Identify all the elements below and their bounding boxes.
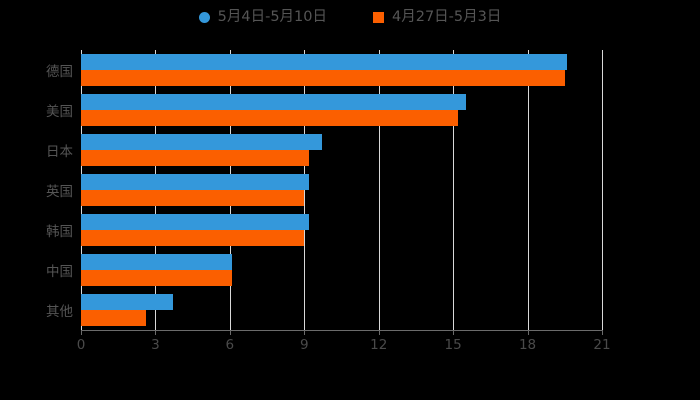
bar-series-b-3[interactable]	[81, 190, 305, 206]
bar-series-a-6[interactable]	[81, 294, 173, 310]
legend-label-series-a: 5月4日-5月10日	[217, 8, 327, 25]
x-tick-label-6: 6	[225, 337, 235, 353]
legend-marker-circle-icon	[198, 11, 210, 23]
y-axis-category-labels: 德国美国日本英国韩国中国其他	[9, 50, 73, 330]
bar-series-b-4[interactable]	[81, 230, 305, 246]
gridline-x-15	[453, 50, 455, 330]
bar-series-a-2[interactable]	[81, 134, 322, 150]
legend-label-series-b: 4月27日-5月3日	[392, 8, 502, 25]
legend-item-series-b[interactable]: 4月27日-5月3日	[373, 10, 501, 25]
x-tick-label-12: 12	[370, 337, 388, 353]
bar-series-b-5[interactable]	[81, 270, 233, 286]
y-axis-label-4: 韩国	[46, 224, 73, 240]
y-axis-label-5: 中国	[46, 264, 73, 280]
bar-series-b-2[interactable]	[81, 150, 310, 166]
gridline-x-18	[527, 50, 529, 330]
gridline-x-9	[304, 50, 306, 330]
x-tick-mark-6	[229, 330, 231, 335]
y-axis-label-0: 德国	[46, 64, 73, 80]
y-axis-label-1: 美国	[46, 104, 73, 120]
bar-series-a-0[interactable]	[81, 54, 568, 70]
x-tick-label-0: 0	[76, 337, 86, 353]
bar-series-a-1[interactable]	[81, 94, 466, 110]
chart-legend: 5月4日-5月10日 4月27日-5月3日	[0, 0, 700, 34]
bar-series-a-4[interactable]	[81, 214, 310, 230]
legend-marker-square-icon	[373, 11, 384, 23]
x-tick-mark-18	[527, 330, 529, 335]
gridline-x-21	[602, 50, 603, 330]
plot-area	[81, 50, 603, 330]
x-tick-label-15: 15	[444, 337, 462, 353]
bar-series-a-5[interactable]	[81, 254, 233, 270]
x-tick-label-18: 18	[518, 337, 537, 353]
legend-item-series-a[interactable]: 5月4日-5月10日	[198, 8, 327, 25]
bar-series-b-6[interactable]	[81, 310, 146, 326]
x-axis-line	[81, 330, 602, 331]
bar-series-b-1[interactable]	[81, 110, 459, 126]
x-tick-label-3: 3	[151, 337, 160, 353]
y-axis-label-6: 其他	[46, 304, 73, 320]
x-tick-mark-3	[155, 330, 157, 335]
y-axis-label-2: 日本	[46, 144, 73, 160]
y-axis-label-3: 英国	[46, 184, 73, 200]
x-tick-label-21: 21	[593, 337, 611, 353]
bar-series-a-3[interactable]	[81, 174, 310, 190]
x-tick-label-9: 9	[299, 337, 309, 353]
x-tick-mark-9	[304, 330, 306, 335]
x-tick-mark-0	[81, 330, 82, 335]
bar-series-b-0[interactable]	[81, 70, 565, 86]
gridline-x-12	[378, 50, 380, 330]
x-tick-mark-15	[453, 330, 455, 335]
x-tick-mark-21	[602, 330, 603, 335]
x-tick-mark-12	[378, 330, 380, 335]
